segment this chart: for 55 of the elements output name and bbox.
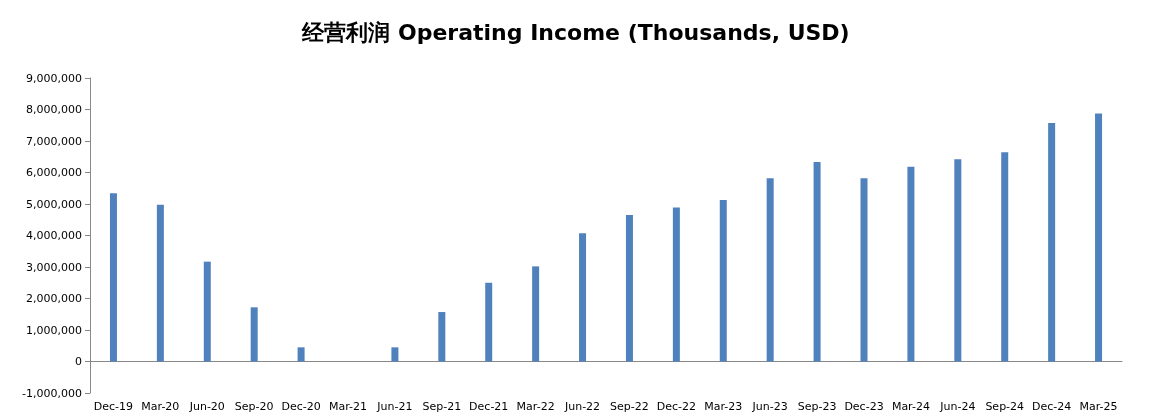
bar (907, 166, 915, 362)
bar (719, 199, 727, 362)
bar (1001, 152, 1009, 362)
x-tick-label: Sep-23 (797, 400, 837, 413)
x-tick-label: Mar-24 (891, 400, 930, 413)
x-tick-label: Mar-25 (1079, 400, 1118, 413)
x-tick-label: Dec-20 (281, 400, 321, 413)
bar (297, 347, 305, 362)
bar (391, 347, 399, 362)
bar (156, 204, 164, 362)
y-tick-label: 4,000,000 (26, 229, 82, 242)
bar (250, 307, 258, 362)
x-tick-label: Jun-23 (751, 400, 788, 413)
y-tick-label: 6,000,000 (26, 166, 82, 179)
bar (1048, 123, 1056, 362)
x-tick-label: Sep-22 (610, 400, 649, 413)
x-tick-label: Jun-20 (188, 400, 225, 413)
bar (1095, 113, 1103, 362)
x-tick-label: Jun-22 (563, 400, 601, 413)
x-tick-label: Mar-22 (516, 400, 555, 413)
x-tick-label: Dec-21 (469, 400, 509, 413)
bar (813, 162, 821, 362)
bar (766, 178, 774, 362)
chart-title: 经营利润 Operating Income (Thousands, USD) (301, 19, 850, 45)
bar (860, 178, 868, 362)
y-tick-label: 8,000,000 (26, 103, 82, 116)
bar (109, 193, 117, 362)
x-tick-label: Dec-23 (844, 400, 884, 413)
x-tick-label: Dec-19 (93, 400, 134, 413)
x-tick-label: Jun-21 (376, 400, 413, 413)
x-tick-label: Sep-21 (422, 400, 462, 413)
bar (954, 159, 962, 362)
bar (672, 207, 680, 362)
x-tick-label: Mar-23 (704, 400, 743, 413)
y-tick-label: 7,000,000 (26, 134, 82, 148)
x-tick-label: Dec-22 (656, 400, 696, 413)
bar (485, 282, 493, 362)
y-tick-label: 5,000,000 (26, 197, 82, 211)
bar (625, 215, 633, 362)
x-tick-label: Sep-24 (985, 400, 1025, 413)
x-tick-label: Sep-20 (234, 400, 274, 413)
y-tick-label: 9,000,000 (26, 71, 82, 85)
y-tick-label: 0 (75, 355, 82, 368)
bar (203, 261, 211, 362)
bar (532, 266, 540, 362)
x-tick-label: Mar-20 (141, 400, 180, 413)
y-tick-label: 2,000,000 (26, 292, 82, 305)
bar (579, 233, 587, 362)
x-tick-label: Jun-24 (939, 400, 976, 413)
y-tick-label: 1,000,000 (26, 323, 82, 337)
bar (438, 312, 446, 362)
y-tick-label: 3,000,000 (26, 260, 82, 274)
y-tick-label: -1,000,000 (22, 386, 82, 400)
x-tick-label: Dec-24 (1032, 400, 1072, 413)
x-tick-label: Mar-21 (328, 400, 368, 413)
